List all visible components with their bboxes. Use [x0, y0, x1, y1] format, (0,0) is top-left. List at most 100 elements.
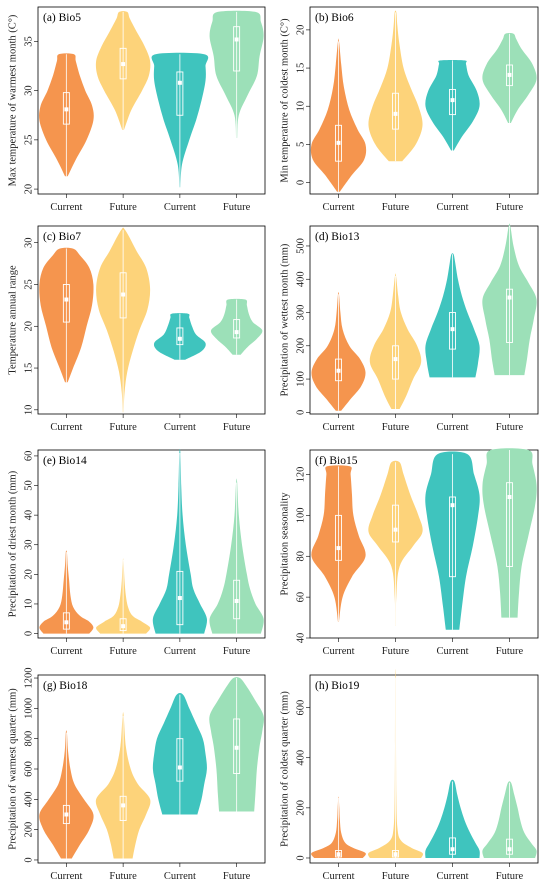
x-tick-label: Future: [223, 871, 251, 882]
y-tick-label: 0: [296, 410, 307, 415]
y-tick-label: 20: [24, 569, 35, 580]
y-axis-label: Precipitation of driest month (mm): [8, 470, 19, 617]
y-tick-label: 200: [296, 338, 307, 354]
median-marker: [177, 596, 182, 601]
iqr-box: [506, 838, 513, 855]
y-tick-label: 30: [24, 539, 35, 550]
y-tick-label: 5: [296, 142, 307, 147]
iqr-box: [62, 284, 70, 323]
iqr-box: [119, 47, 127, 80]
iqr-box: [176, 570, 184, 626]
panel-label: (h) Bio19: [315, 680, 360, 692]
y-tick-label: 25: [24, 135, 35, 146]
iqr-box: [335, 358, 342, 382]
x-tick-label: Current: [322, 646, 354, 657]
median-marker: [507, 495, 512, 499]
plot-frame: [37, 6, 266, 195]
median-marker: [64, 107, 69, 112]
y-tick-label: 1000: [24, 698, 35, 719]
iqr-box: [176, 327, 184, 346]
panel-5: (e) Bio14 0 10 20 30 40 50 60 Precipitation of d…: [8, 448, 266, 657]
x-tick-label: Current: [50, 871, 82, 882]
y-tick-label: 10: [24, 599, 35, 610]
median-marker: [450, 98, 455, 103]
median-marker: [393, 111, 398, 116]
median-marker: [177, 80, 182, 85]
x-tick-label: Future: [382, 871, 410, 882]
plot-frame: [309, 225, 539, 415]
x-tick-label: Future: [382, 422, 410, 433]
x-tick-label: Current: [50, 646, 82, 657]
x-tick-label: Future: [496, 646, 524, 657]
plot-frame: [309, 6, 539, 195]
y-axis-label: Min temperature of coldest month (C°): [280, 18, 291, 183]
y-tick-label: 600: [24, 761, 35, 777]
x-tick-label: Current: [436, 202, 468, 213]
y-tick-label: 20: [296, 25, 307, 35]
panel-label: (g) Bio18: [43, 680, 88, 692]
median-marker: [177, 336, 182, 341]
iqr-box: [392, 504, 399, 543]
x-tick-label: Current: [50, 422, 82, 433]
iqr-box: [335, 514, 342, 561]
median-marker: [121, 624, 126, 629]
iqr-box: [449, 312, 456, 350]
plot-frame: [309, 449, 539, 639]
plot-frame: [37, 225, 266, 415]
iqr-box: [449, 496, 456, 578]
median-marker: [64, 297, 69, 302]
median-marker: [393, 357, 398, 362]
y-tick-label: 15: [296, 63, 307, 74]
median-marker: [336, 546, 341, 551]
x-tick-label: Current: [322, 871, 354, 882]
median-marker: [64, 620, 69, 625]
median-marker: [450, 847, 455, 852]
panel-2: (b) Bio6 0 5 10 15 20 Min temperature of colde…: [280, 6, 539, 213]
y-axis-label: Precipitation seasonality: [280, 492, 291, 596]
median-marker: [336, 140, 341, 145]
y-tick-label: 400: [24, 791, 35, 807]
median-marker: [393, 527, 398, 532]
y-tick-label: 10: [24, 405, 35, 416]
median-marker: [393, 852, 398, 857]
y-tick-label: 800: [24, 731, 35, 747]
median-marker: [234, 37, 239, 42]
y-tick-label: 50: [24, 480, 35, 491]
iqr-box: [176, 71, 184, 116]
panel-label: (c) Bio7: [43, 231, 81, 243]
y-tick-label: 60: [24, 451, 35, 462]
y-tick-label: 60: [296, 592, 307, 603]
x-tick-label: Current: [436, 871, 468, 882]
y-tick-label: 30: [24, 237, 35, 248]
y-tick-label: 600: [296, 700, 307, 716]
panel-label: (a) Bio5: [43, 12, 81, 24]
panel-7: (g) Bio18 0 200 400 600 800 1000 1200 Precipitat…: [8, 668, 266, 882]
y-tick-label: 0: [24, 631, 35, 636]
panel-label: (e) Bio14: [43, 455, 87, 467]
iqr-box: [176, 738, 184, 782]
iqr-box: [392, 345, 399, 380]
y-tick-label: 20: [24, 184, 35, 195]
iqr-box: [233, 579, 241, 620]
iqr-box: [449, 88, 456, 116]
y-tick-label: 120: [296, 467, 307, 483]
panel-4: (d) Bio13 0 100 200 300 400 500 Precipitation o…: [280, 223, 539, 433]
median-marker: [336, 368, 341, 373]
y-tick-label: 40: [296, 633, 307, 644]
x-tick-label: Future: [496, 871, 524, 882]
x-tick-label: Future: [382, 202, 410, 213]
iqr-box: [392, 92, 399, 130]
y-tick-label: 100: [296, 371, 307, 387]
y-tick-label: 35: [24, 36, 35, 47]
y-axis-label: Precipitation of warmest quarter (mm): [8, 688, 19, 850]
y-axis-label: Temperature annual range: [8, 265, 19, 375]
median-marker: [177, 765, 182, 770]
x-tick-label: Future: [223, 202, 251, 213]
x-tick-label: Current: [164, 871, 196, 882]
y-tick-label: 20: [24, 321, 35, 332]
median-marker: [234, 598, 239, 603]
x-tick-label: Current: [164, 422, 196, 433]
plot-frame: [309, 674, 539, 864]
y-tick-label: 1200: [24, 668, 35, 689]
y-axis-label: Precipitation of coldest quarter (mm): [280, 691, 291, 847]
